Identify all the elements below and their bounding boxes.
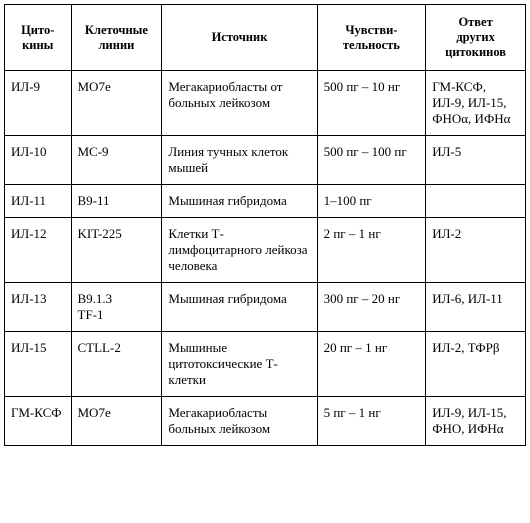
cell-cell-line: MC-9	[71, 136, 162, 185]
cell-source: Клетки Т-лимфоцитарного лейкоза человека	[162, 218, 317, 283]
cell-response	[426, 185, 526, 218]
cell-sensitivity: 500 пг – 10 нг	[317, 71, 426, 136]
header-response: Ответдругихцитокинов	[426, 5, 526, 71]
cell-source: Мегакариобласты больных лейкозом	[162, 397, 317, 446]
cell-sensitivity: 300 пг – 20 нг	[317, 283, 426, 332]
table-body: ИЛ-9MO7eМегакариобласты от больных лейко…	[5, 71, 526, 446]
cell-sensitivity: 5 пг – 1 нг	[317, 397, 426, 446]
cell-sensitivity: 20 пг – 1 нг	[317, 332, 426, 397]
cell-cell-line: CTLL-2	[71, 332, 162, 397]
cell-cytokine: ИЛ-10	[5, 136, 72, 185]
cell-source: Линия тучных клеток мышей	[162, 136, 317, 185]
header-cytokines: Цито-кины	[5, 5, 72, 71]
cell-cell-line: MO7e	[71, 71, 162, 136]
header-cell-lines: Клеточныелинии	[71, 5, 162, 71]
cell-sensitivity: 2 пг – 1 нг	[317, 218, 426, 283]
cell-cytokine: ГМ-КСФ	[5, 397, 72, 446]
table-row: ИЛ-12KIT-225Клетки Т-лимфоцитарного лейк…	[5, 218, 526, 283]
header-source: Источник	[162, 5, 317, 71]
cell-cytokine: ИЛ-13	[5, 283, 72, 332]
cell-source: Мышиная гибридома	[162, 283, 317, 332]
cell-response: ИЛ-5	[426, 136, 526, 185]
table-row: ИЛ-9MO7eМегакариобласты от больных лейко…	[5, 71, 526, 136]
cell-cell-line: B9.1.3TF-1	[71, 283, 162, 332]
cell-cell-line: B9-11	[71, 185, 162, 218]
table-row: ИЛ-13B9.1.3TF-1Мышиная гибридома300 пг –…	[5, 283, 526, 332]
cell-cell-line: MO7e	[71, 397, 162, 446]
cell-cytokine: ИЛ-11	[5, 185, 72, 218]
cell-response: ИЛ-2, ТФРβ	[426, 332, 526, 397]
table-header-row: Цито-кины Клеточныелинии Источник Чувств…	[5, 5, 526, 71]
cell-response: ГМ-КСФ, ИЛ-9, ИЛ-15, ФНОα, ИФНα	[426, 71, 526, 136]
cell-cell-line: KIT-225	[71, 218, 162, 283]
cell-sensitivity: 500 пг – 100 пг	[317, 136, 426, 185]
cell-cytokine: ИЛ-15	[5, 332, 72, 397]
cell-source: Мегакариобласты от больных лейкозом	[162, 71, 317, 136]
cell-response: ИЛ-9, ИЛ-15, ФНО, ИФНα	[426, 397, 526, 446]
cell-sensitivity: 1–100 пг	[317, 185, 426, 218]
table-row: ГМ-КСФMO7eМегакариобласты больных лейкоз…	[5, 397, 526, 446]
cell-response: ИЛ-6, ИЛ-11	[426, 283, 526, 332]
cell-source: Мышиная гибридома	[162, 185, 317, 218]
header-sensitivity: Чувстви-тельность	[317, 5, 426, 71]
cytokine-table: Цито-кины Клеточныелинии Источник Чувств…	[4, 4, 526, 446]
cell-cytokine: ИЛ-12	[5, 218, 72, 283]
table-row: ИЛ-15CTLL-2Мышиные цитотоксические Т-кле…	[5, 332, 526, 397]
cell-cytokine: ИЛ-9	[5, 71, 72, 136]
cell-source: Мышиные цитотоксические Т-клетки	[162, 332, 317, 397]
table-row: ИЛ-11B9-11Мышиная гибридома1–100 пг	[5, 185, 526, 218]
cell-response: ИЛ-2	[426, 218, 526, 283]
table-row: ИЛ-10MC-9Линия тучных клеток мышей500 пг…	[5, 136, 526, 185]
